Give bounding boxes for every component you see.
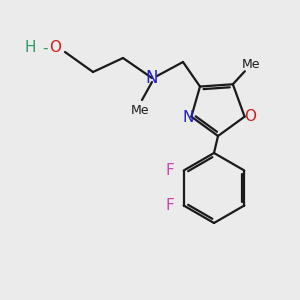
Text: Me: Me — [131, 103, 149, 116]
Text: O: O — [49, 40, 61, 56]
Text: F: F — [165, 163, 174, 178]
Text: N: N — [146, 69, 158, 87]
Text: O: O — [244, 109, 256, 124]
Text: N: N — [183, 110, 194, 125]
Text: -: - — [42, 40, 48, 56]
Text: F: F — [165, 198, 174, 213]
Text: H: H — [24, 40, 36, 56]
Text: Me: Me — [242, 58, 260, 71]
